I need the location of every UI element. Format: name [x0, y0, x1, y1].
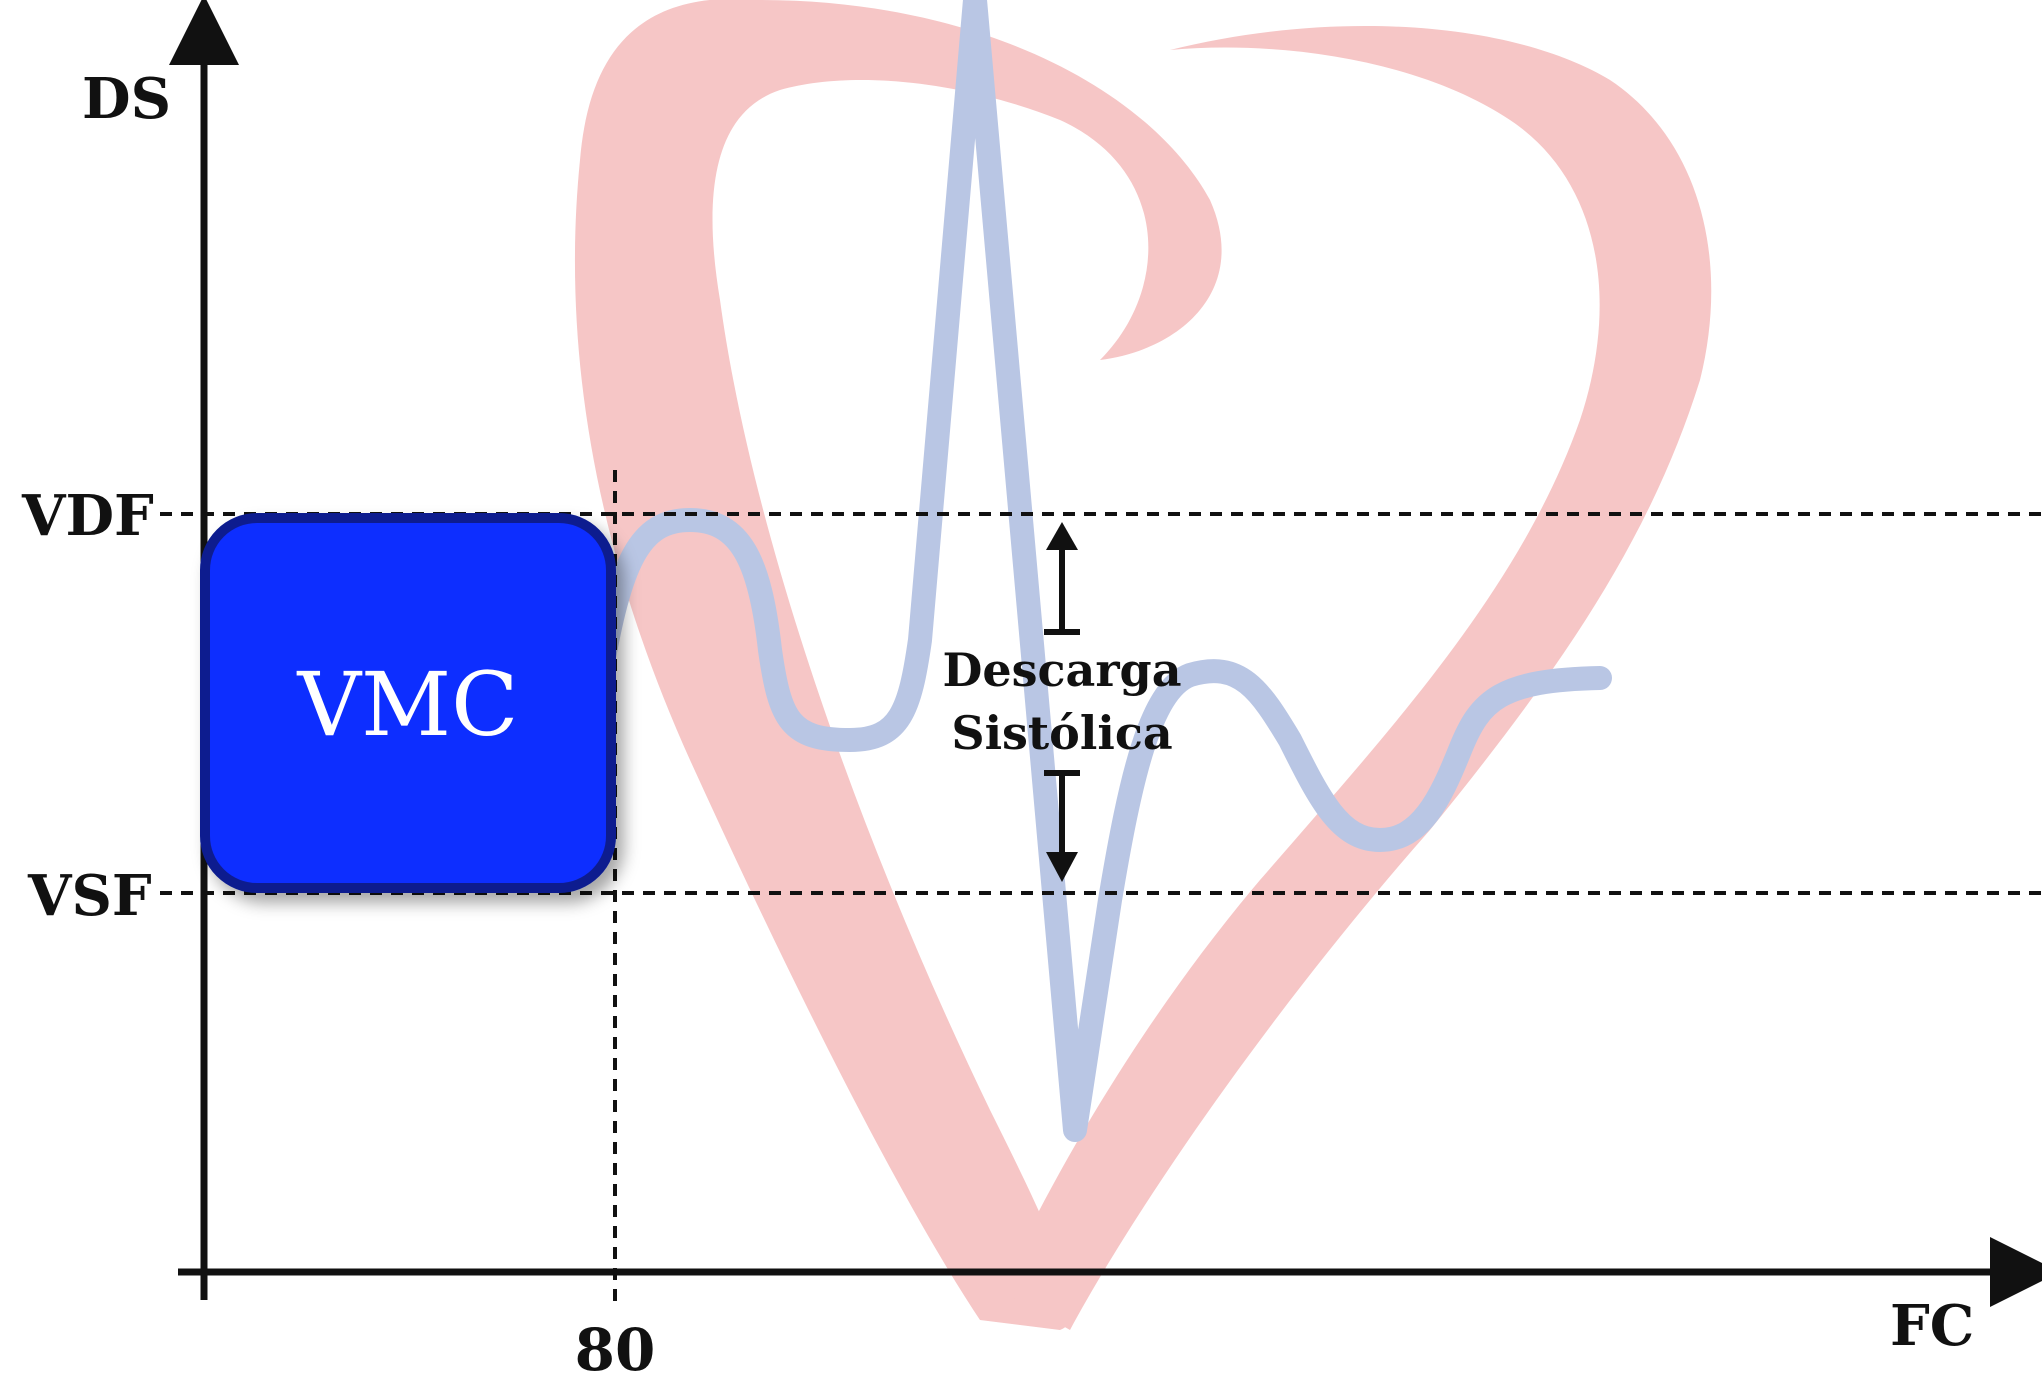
- stroke-volume-label-line1: Descarga: [942, 643, 1181, 697]
- ecg-watermark-icon: [588, 0, 1612, 1142]
- x-tick-label-80: 80: [575, 1316, 656, 1377]
- stroke-volume-upper-arrow: [1044, 522, 1080, 635]
- vmc-box: [200, 513, 616, 893]
- x-axis-label: FC: [1890, 1293, 1974, 1359]
- stroke-volume-lower-arrow: [1044, 770, 1080, 882]
- vmc-box-label: VMC: [297, 653, 519, 756]
- heart-watermark-icon: [574, 0, 1712, 1330]
- vsf-tick-label: VSF: [27, 863, 152, 929]
- y-axis-label: DS: [82, 66, 171, 132]
- vdf-tick-label: VDF: [21, 483, 154, 549]
- stroke-volume-label-line2: Sistólica: [951, 706, 1172, 760]
